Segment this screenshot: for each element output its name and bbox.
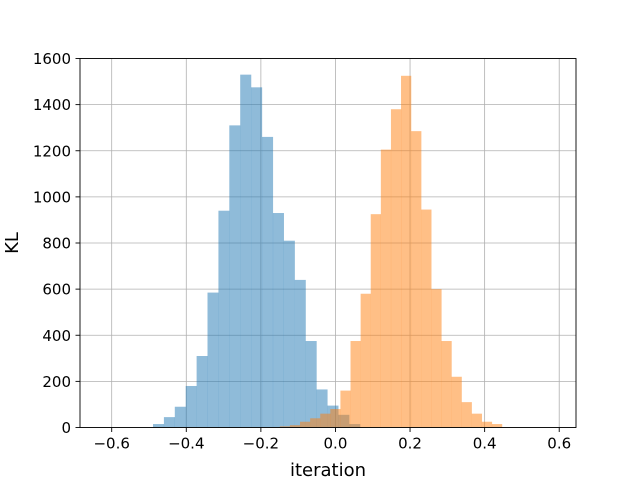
x-tick-label: −0.2 xyxy=(243,435,279,453)
histogram-bar-series-1 xyxy=(251,87,263,428)
histogram-bar-series-2 xyxy=(471,413,482,428)
histogram-bar-series-2 xyxy=(431,289,442,428)
histogram-bar-series-1 xyxy=(174,406,186,428)
histogram-bar-series-2 xyxy=(289,425,301,428)
histogram-bar-series-2 xyxy=(461,402,472,428)
x-tick-label: −0.4 xyxy=(168,435,204,453)
histogram-bar-series-2 xyxy=(421,209,432,428)
histogram-bar-series-2 xyxy=(441,341,452,428)
y-tick-label: 1200 xyxy=(33,142,71,160)
histogram-bar-series-2 xyxy=(279,426,291,428)
histogram-bar-series-1 xyxy=(163,417,175,428)
y-tick-label: 400 xyxy=(42,327,71,345)
histogram-bar-series-1 xyxy=(305,341,317,428)
histogram-bar-series-1 xyxy=(229,125,241,428)
histogram-bar-series-1 xyxy=(196,356,208,428)
histogram-bar-series-1 xyxy=(316,389,328,428)
histogram-bar-series-1 xyxy=(207,292,219,428)
y-tick-label: 200 xyxy=(42,373,71,391)
histogram-bar-series-1 xyxy=(218,210,230,428)
histogram-bar-series-1 xyxy=(272,213,284,428)
y-tick-label: 0 xyxy=(61,419,71,437)
y-tick-label: 800 xyxy=(42,235,71,253)
histogram-bar-series-1 xyxy=(262,136,274,428)
y-tick-label: 1000 xyxy=(33,188,71,206)
x-tick-label: 0.6 xyxy=(547,435,571,453)
grid-lines xyxy=(80,58,576,428)
histogram-bar-series-2 xyxy=(491,424,503,428)
x-tick-label: 0.2 xyxy=(398,435,422,453)
y-axis-label: KL xyxy=(2,232,23,254)
histogram-bar-series-2 xyxy=(360,293,371,428)
histogram-bars xyxy=(153,74,503,428)
x-axis-ticks: −0.6 −0.4 −0.2 0.0 0.2 0.4 0.6 xyxy=(93,427,571,453)
histogram-bar-series-2 xyxy=(390,109,402,428)
x-tick-label: −0.6 xyxy=(93,435,129,453)
histogram-bar-series-1 xyxy=(240,74,252,428)
y-tick-label: 600 xyxy=(42,281,71,299)
histogram-bar-series-2 xyxy=(380,149,392,428)
histogram-bar-series-2 xyxy=(481,421,493,428)
x-tick-label: 0.4 xyxy=(473,435,497,453)
histogram-bar-series-1 xyxy=(283,240,295,428)
histogram-bar-series-2 xyxy=(320,413,331,428)
histogram-bar-series-1 xyxy=(294,279,306,428)
histogram-bar-series-2 xyxy=(340,390,351,428)
y-tick-label: 1400 xyxy=(33,96,71,114)
histogram-bar-series-2 xyxy=(370,214,381,428)
histogram-bar-series-2 xyxy=(330,409,341,428)
y-tick-label: 1600 xyxy=(33,50,71,68)
x-axis-label: iteration xyxy=(290,460,366,480)
histogram-bar-series-2 xyxy=(451,376,462,428)
histogram-bar-series-1 xyxy=(153,424,165,428)
histogram-bar-series-2 xyxy=(350,341,361,428)
histogram-bar-series-2 xyxy=(401,75,412,428)
histogram-bar-series-2 xyxy=(310,418,321,428)
histogram-bar-series-2 xyxy=(411,131,422,428)
x-tick-label: 0.0 xyxy=(324,435,348,453)
histogram-bar-series-2 xyxy=(300,421,311,428)
histogram-bar-series-1 xyxy=(185,385,197,428)
y-axis-ticks: 0 200 400 600 800 1000 1200 1400 1600 xyxy=(33,50,80,437)
